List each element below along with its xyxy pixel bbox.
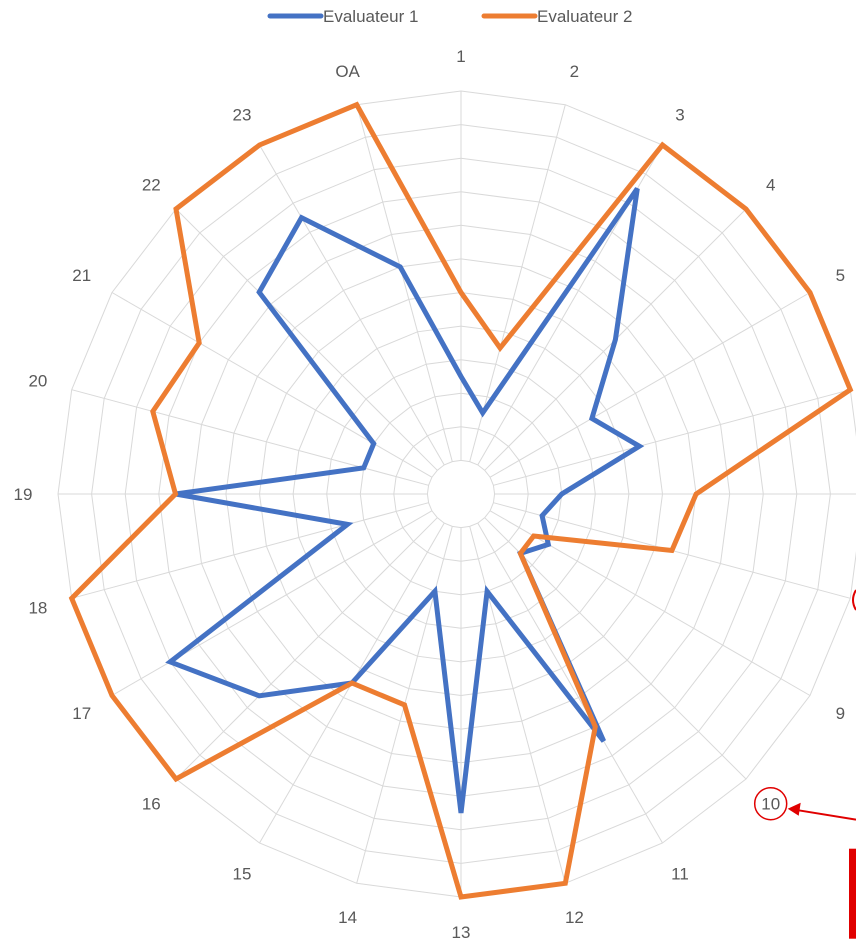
series-line-evaluateur-1	[165, 187, 645, 814]
annotation-edge-arc	[852, 589, 856, 611]
category-label-15: 15	[233, 864, 252, 883]
grid-spoke	[356, 104, 453, 462]
grid-spoke	[484, 517, 747, 780]
grid-spoke	[489, 510, 811, 696]
category-label-13: 13	[452, 923, 471, 942]
category-label-20: 20	[28, 372, 47, 391]
category-label-21: 21	[72, 266, 91, 285]
radar-series	[68, 101, 854, 900]
category-label-5: 5	[836, 266, 845, 285]
category-label-22: 22	[142, 175, 161, 194]
legend-label-evaluateur-2: Evaluateur 2	[537, 7, 632, 26]
category-label-3: 3	[675, 106, 684, 125]
grid-spoke	[175, 517, 438, 780]
category-label-oa: OA	[335, 62, 360, 81]
category-label-17: 17	[72, 704, 91, 723]
annotation	[753, 589, 856, 939]
grid-spoke	[71, 502, 429, 599]
grid-spoke	[493, 389, 851, 486]
annotation-circle	[753, 786, 788, 821]
category-label-1: 1	[456, 47, 465, 66]
annotation-arrow-line	[794, 808, 856, 821]
category-label-23: 23	[233, 106, 252, 125]
annotation-arrow-head	[787, 802, 801, 816]
category-label-2: 2	[570, 62, 579, 81]
series-line-evaluateur-2	[68, 101, 854, 900]
grid-spoke	[111, 510, 433, 696]
grid-ring	[426, 459, 496, 529]
category-label-12: 12	[565, 908, 584, 927]
grid-spoke	[477, 522, 663, 844]
category-label-9: 9	[836, 704, 845, 723]
grid-spoke	[175, 208, 438, 471]
legend-label-evaluateur-1: Evaluateur 1	[323, 7, 418, 26]
grid-spoke	[259, 144, 445, 466]
grid-spoke	[489, 292, 811, 478]
category-label-4: 4	[766, 175, 775, 194]
grid-spoke	[111, 292, 433, 478]
category-label-19: 19	[14, 485, 33, 504]
category-label-14: 14	[338, 908, 357, 927]
legend: Evaluateur 1 Evaluateur 2	[267, 7, 632, 26]
category-label-11: 11	[671, 864, 689, 883]
category-label-16: 16	[142, 795, 161, 814]
grid-spoke	[469, 526, 566, 884]
grid-spoke	[71, 389, 429, 486]
annotation-edge-mark	[849, 848, 856, 939]
category-label-18: 18	[28, 598, 47, 617]
grid-spoke	[469, 104, 566, 462]
category-label-10: 10	[761, 795, 780, 814]
